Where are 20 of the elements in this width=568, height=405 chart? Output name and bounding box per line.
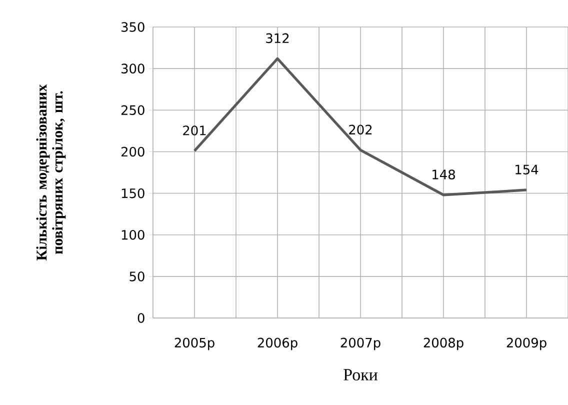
y-tick-label: 200 — [121, 146, 144, 157]
y-tick-label: 350 — [121, 22, 144, 32]
x-tick-label: 2008р — [424, 338, 464, 350]
y-tick-label: 150 — [122, 188, 144, 198]
x-tick-label: 2009р — [506, 338, 546, 350]
y-tick-label: 50 — [130, 272, 144, 282]
y-tick-label: 300 — [121, 64, 144, 74]
data-label: 148 — [432, 170, 455, 180]
y-tick-label: 100 — [122, 230, 144, 240]
data-label: 201 — [183, 126, 206, 136]
data-label: 312 — [266, 33, 289, 44]
y-tick-label: 250 — [121, 105, 144, 116]
x-axis-title: Роки — [344, 369, 378, 380]
data-label: 154 — [516, 164, 538, 174]
data-label: 202 — [349, 124, 372, 135]
x-tick-label: 2006р — [258, 338, 298, 350]
x-tick-label: 2007р — [340, 338, 380, 350]
y-axis-title: Кількість модернізованих повітряних стрілок, шт. — [36, 84, 66, 260]
y-tick-label: 0 — [138, 313, 144, 323]
x-tick-label: 2005р — [174, 338, 214, 350]
